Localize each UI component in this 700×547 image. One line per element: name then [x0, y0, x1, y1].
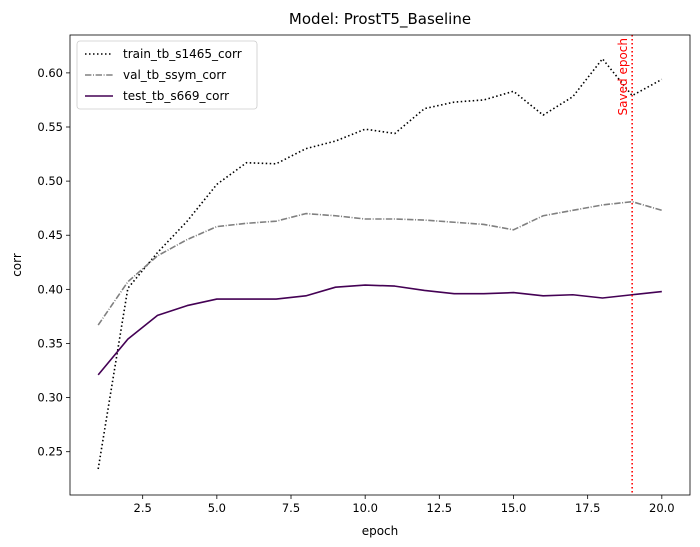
- x-tick-label: 17.5: [575, 501, 601, 515]
- x-tick-label: 10.0: [352, 501, 378, 515]
- plot-frame: [69, 34, 691, 496]
- legend-label: train_tb_s1465_corr: [123, 47, 242, 61]
- y-tick-label: 0.60: [37, 66, 63, 80]
- y-tick-label: 0.35: [37, 336, 63, 350]
- y-tick-label: 0.55: [37, 120, 63, 134]
- y-axis-label: corr: [10, 253, 24, 277]
- series-line-train_tb_s1465_corr: [97, 58, 663, 470]
- x-tick-label: 20.0: [649, 501, 675, 515]
- y-tick-label: 0.40: [37, 282, 63, 296]
- series-line-val_tb_ssym_corr: [97, 200, 663, 326]
- chart-title: Model: ProstT5_Baseline: [289, 10, 471, 29]
- x-tick-label: 5.0: [208, 501, 226, 515]
- legend-box: [76, 40, 258, 110]
- x-tick-label: 2.5: [134, 501, 152, 515]
- saved-epoch-label: Saved epoch: [616, 38, 630, 115]
- x-tick-label: 15.0: [501, 501, 527, 515]
- y-tick-label: 0.45: [37, 228, 63, 242]
- series-line-test_tb_s669_corr: [97, 284, 662, 376]
- y-tick-label: 0.50: [37, 174, 63, 188]
- legend-label: test_tb_s669_corr: [123, 89, 229, 103]
- legend: train_tb_s1465_corr val_tb_ssym_corr test_…: [76, 40, 258, 110]
- x-tick-label: 7.5: [282, 501, 300, 515]
- x-tick-label: 12.5: [427, 501, 453, 515]
- x-axis-label: epoch: [362, 524, 399, 538]
- y-tick-label: 0.25: [37, 445, 63, 459]
- y-tick-label: 0.30: [37, 391, 63, 405]
- plot-area: 2.5 5.0 7.5 10.0 12.5 15.0 17.5 20.0 0.25 0.30 0.3…: [37, 34, 691, 515]
- legend-label: val_tb_ssym_corr: [123, 68, 226, 82]
